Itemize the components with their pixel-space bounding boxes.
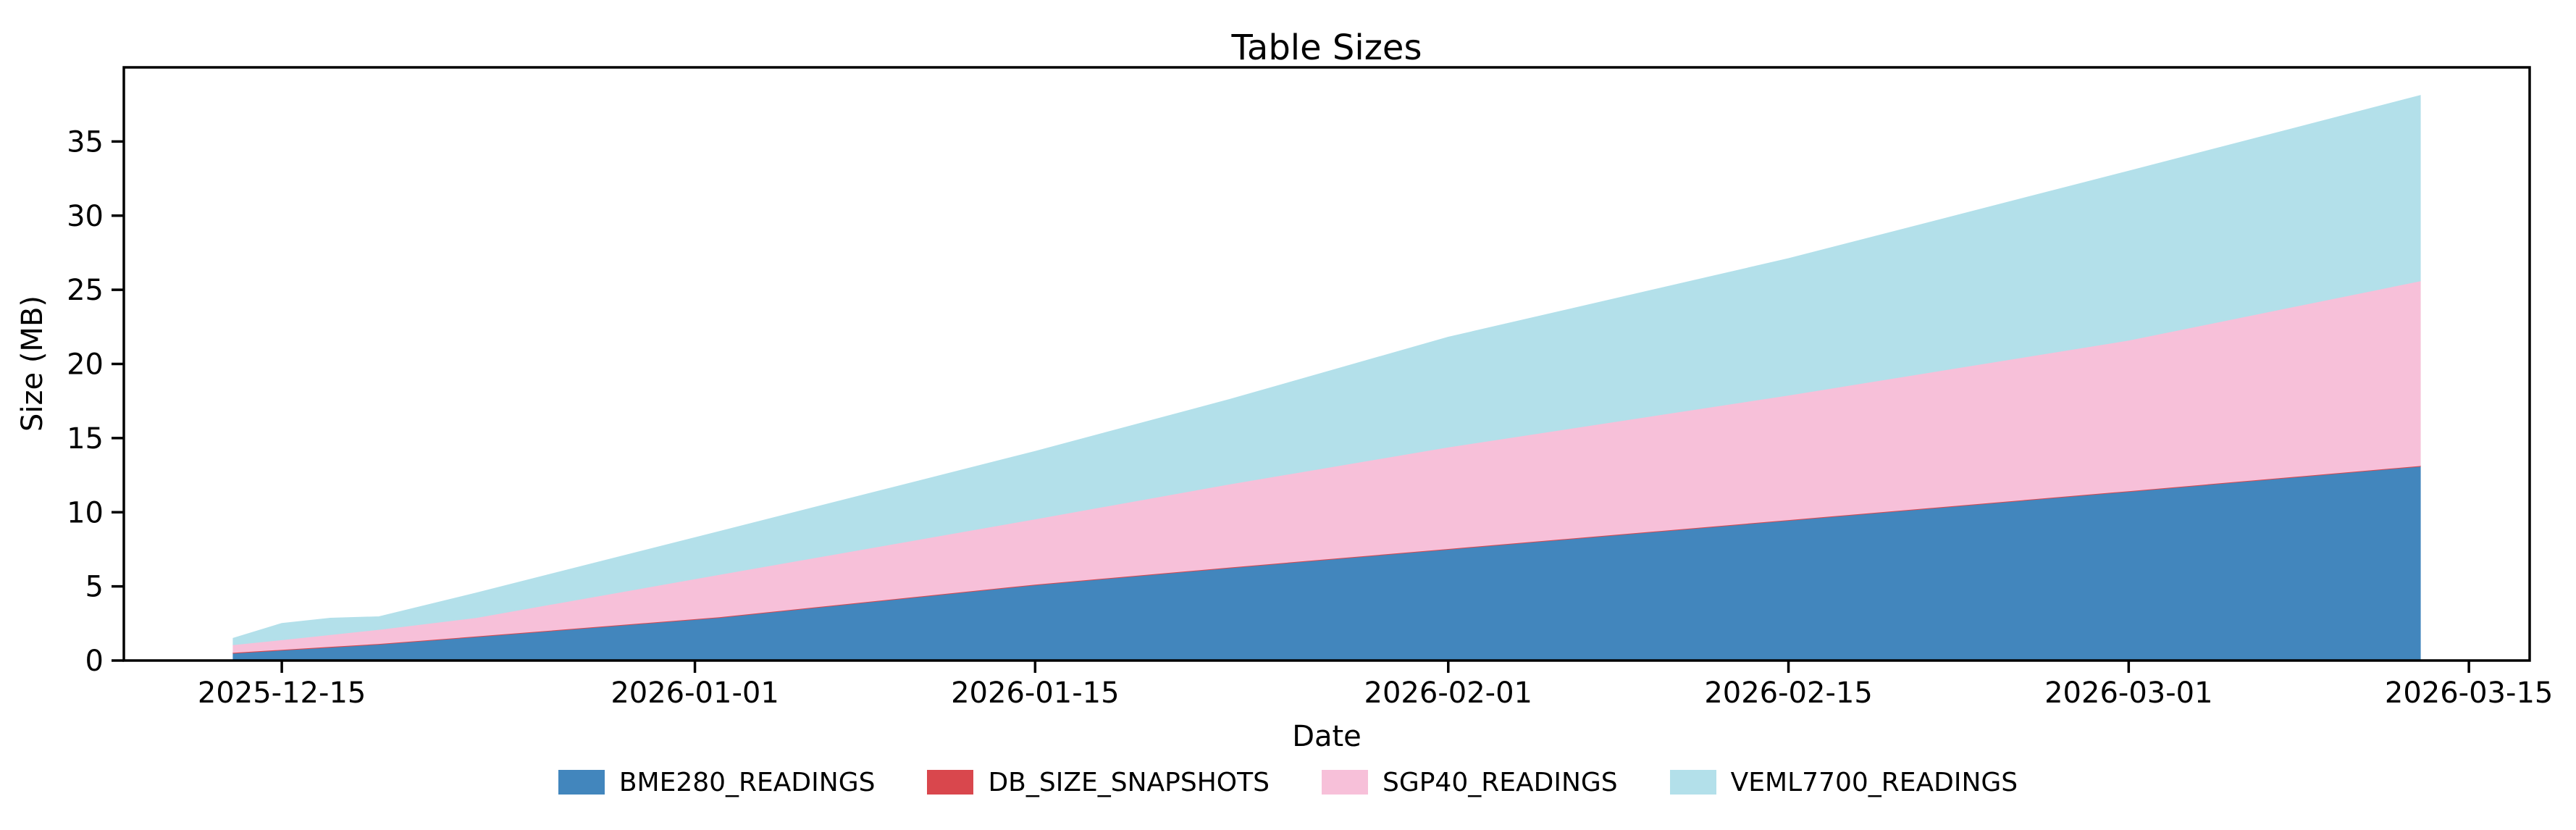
y-tick-label: 30 — [67, 200, 104, 233]
legend-item-VEML7700_READINGS: VEML7700_READINGS — [1669, 767, 2018, 797]
stacked-areas — [232, 95, 2421, 661]
x-tick-label: 2026-03-01 — [2044, 676, 2212, 710]
chart-title: Table Sizes — [1231, 28, 1422, 68]
y-axis-label: Size (MB) — [16, 295, 49, 432]
legend: BME280_READINGS DB_SIZE_SNAPSHOTS SGP40_RE… — [0, 762, 2576, 802]
x-tick-label: 2025-12-15 — [198, 676, 366, 710]
x-tick-label: 2026-01-15 — [951, 676, 1119, 710]
x-tick-label: 2026-02-15 — [1704, 676, 1872, 710]
legend-item-DB_SIZE_SNAPSHOTS: DB_SIZE_SNAPSHOTS — [927, 768, 1270, 797]
legend-item-SGP40_READINGS: SGP40_READINGS — [1321, 767, 1618, 797]
legend-swatch-icon — [927, 770, 974, 795]
y-tick-label: 10 — [67, 496, 104, 529]
y-tick-label: 5 — [85, 571, 104, 604]
legend-swatch-icon — [558, 770, 605, 795]
x-tick-label: 2026-02-01 — [1364, 676, 1532, 710]
y-tick-label: 0 — [85, 645, 104, 678]
legend-label: BME280_READINGS — [618, 767, 876, 797]
x-axis-ticks: 2025-12-15 2026-01-01 2026-01-15 2026-02-01… — [198, 661, 2553, 710]
legend-label: VEML7700_READINGS — [1730, 767, 2018, 797]
area-VEML7700_READINGS — [232, 95, 2421, 645]
y-tick-label: 35 — [67, 125, 104, 159]
x-tick-label: 2026-03-15 — [2385, 676, 2553, 710]
legend-label: DB_SIZE_SNAPSHOTS — [988, 767, 1270, 797]
y-tick-label: 15 — [67, 422, 104, 456]
x-axis-label: Date — [1292, 720, 1362, 753]
legend-swatch-icon — [1669, 770, 1716, 795]
y-axis-ticks: 0 5 10 15 20 25 30 35 — [67, 125, 124, 678]
y-tick-label: 20 — [67, 348, 104, 382]
x-tick-label: 2026-01-01 — [611, 676, 779, 710]
legend-item-BME280_READINGS: BME280_READINGS — [558, 767, 876, 797]
legend-label: SGP40_READINGS — [1382, 767, 1618, 797]
legend-swatch-icon — [1321, 770, 1368, 795]
y-tick-label: 25 — [67, 274, 104, 307]
